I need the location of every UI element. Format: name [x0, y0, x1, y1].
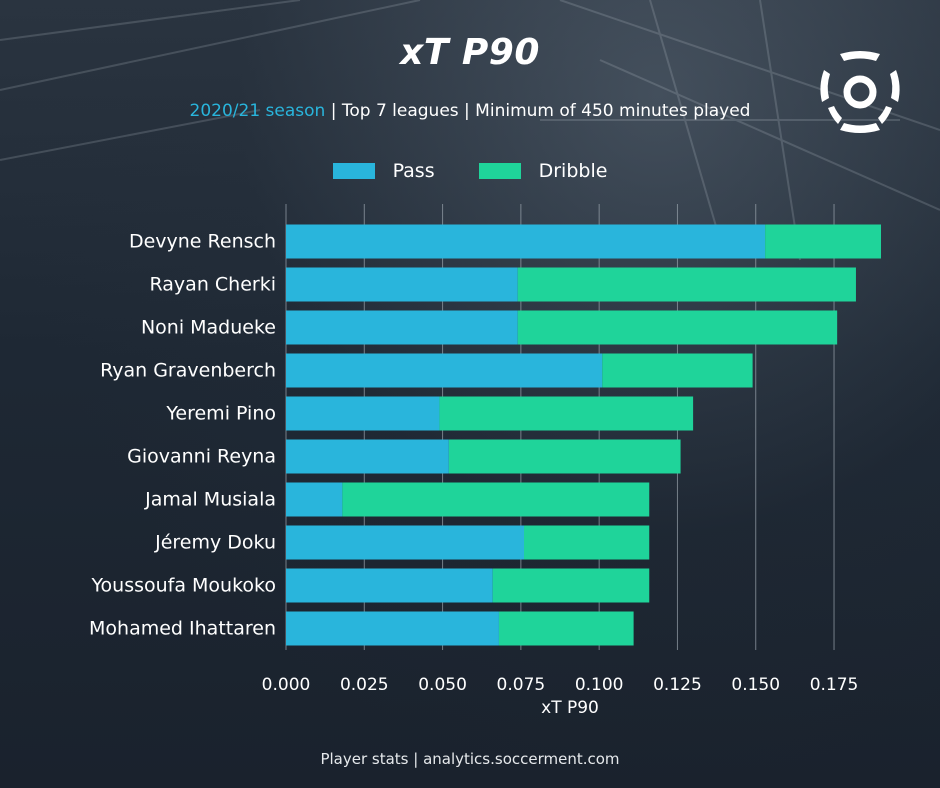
x-tick-label: 0.050 — [418, 675, 467, 695]
x-tick-label: 0.150 — [731, 675, 780, 695]
chart-title: xT P90 — [400, 32, 540, 73]
y-tick-label: Yeremi Pino — [165, 403, 276, 425]
bar-pass — [286, 396, 440, 431]
y-tick-label: Rayan Cherki — [150, 274, 277, 296]
bar-pass — [286, 611, 499, 646]
bar-dribble — [517, 267, 856, 302]
y-tick-label: Jéremy Doku — [154, 532, 276, 554]
bar-dribble — [342, 482, 650, 517]
soccerment-logo-icon — [820, 51, 900, 133]
bar-dribble — [765, 224, 881, 259]
x-tick-label: 0.125 — [653, 675, 702, 695]
subtitle-season: 2020/21 season — [189, 101, 326, 121]
y-tick-label: Ryan Gravenberch — [100, 360, 276, 382]
y-tick-label: Jamal Musiala — [144, 489, 276, 511]
bar-pass — [286, 310, 518, 345]
legend-label-pass: Pass — [392, 160, 435, 182]
bar-pass — [286, 267, 518, 302]
bar-dribble — [517, 310, 838, 345]
chart-legend: Pass Dribble — [0, 160, 940, 182]
bar-pass — [286, 224, 766, 259]
bar-pass — [286, 568, 493, 603]
legend-swatch-dribble — [478, 163, 521, 179]
y-tick-label: Mohamed Ihattaren — [89, 618, 276, 640]
legend-swatch-pass — [332, 163, 375, 179]
y-tick-label: Youssoufa Moukoko — [90, 575, 276, 597]
footer-credit: Player stats | analytics.soccerment.com — [320, 750, 620, 768]
bar-dribble — [448, 439, 681, 474]
y-tick-label: Giovanni Reyna — [127, 446, 276, 468]
bar-pass — [286, 439, 449, 474]
bar-pass — [286, 482, 343, 517]
legend-label-dribble: Dribble — [538, 160, 608, 182]
x-tick-label: 0.025 — [340, 675, 389, 695]
x-tick-label: 0.100 — [575, 675, 624, 695]
y-tick-label: Noni Madueke — [141, 317, 276, 339]
bar-dribble — [498, 611, 634, 646]
legend-item-dribble: Dribble — [478, 160, 608, 182]
bar-dribble — [524, 525, 650, 560]
bar-pass — [286, 353, 603, 388]
legend-item-pass: Pass — [332, 160, 435, 182]
x-axis-label: xT P90 — [541, 698, 599, 718]
bar-dribble — [439, 396, 694, 431]
bar-pass — [286, 525, 524, 560]
subtitle-details: | Top 7 leagues | Minimum of 450 minutes… — [325, 101, 751, 121]
x-tick-label: 0.175 — [810, 675, 859, 695]
bar-dribble — [492, 568, 650, 603]
x-tick-label: 0.075 — [497, 675, 546, 695]
chart-subtitle: 2020/21 season | Top 7 leagues | Minimum… — [0, 101, 940, 121]
x-tick-label: 0.000 — [262, 675, 311, 695]
y-tick-label: Devyne Rensch — [129, 231, 276, 253]
bar-dribble — [602, 353, 753, 388]
